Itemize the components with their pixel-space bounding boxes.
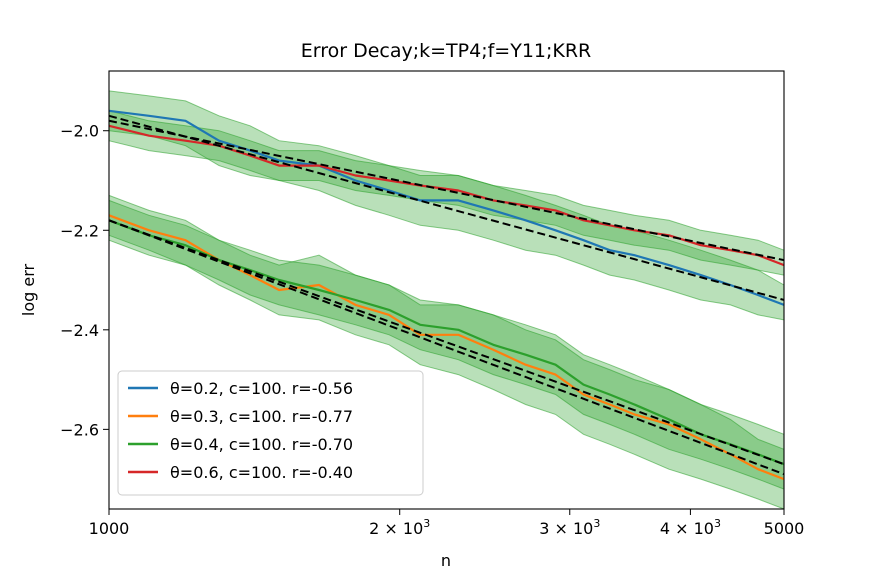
x-tick-label-2: 2 × 103	[369, 517, 430, 538]
y-tick-label-1: −2.0	[60, 122, 99, 141]
legend-box	[117, 370, 424, 496]
x-tick-label-4: 4 × 103	[660, 517, 721, 538]
plot-area	[108, 90, 785, 510]
legend-label-4: θ=0.6, c=100. r=-0.40	[170, 463, 353, 482]
legend-label-1: θ=0.2, c=100. r=-0.56	[170, 379, 353, 398]
fit-line-4	[108, 119, 785, 262]
fit-line-1	[108, 114, 785, 301]
legend-label-3: θ=0.4, c=100. r=-0.70	[170, 435, 353, 454]
chart-title: Error Decay;k=TP4;f=Y11;KRR	[301, 40, 592, 62]
y-axis-label: log err	[19, 263, 38, 316]
legend: θ=0.2, c=100. r=-0.56 θ=0.3, c=100. r=-0.…	[117, 370, 424, 496]
y-tick-label-3: −2.4	[60, 321, 99, 340]
legend-label-2: θ=0.3, c=100. r=-0.77	[170, 407, 353, 426]
series-line-1	[108, 109, 785, 306]
x-tick-label-1: 1000	[89, 519, 130, 538]
fit-line-2	[108, 219, 785, 476]
y-tick-label-4: −2.6	[60, 420, 99, 439]
x-tick-label-3: 3 × 103	[539, 517, 600, 538]
x-tick-label-5: 5000	[764, 519, 805, 538]
axes-frame	[108, 70, 785, 510]
y-tick-label-2: −2.2	[60, 221, 99, 240]
axes-ticks: 1000 2 × 103 3 × 103 4 × 103 5000 −2.0 −2.2 −2.…	[60, 122, 804, 538]
x-axis-label: n	[441, 551, 451, 570]
